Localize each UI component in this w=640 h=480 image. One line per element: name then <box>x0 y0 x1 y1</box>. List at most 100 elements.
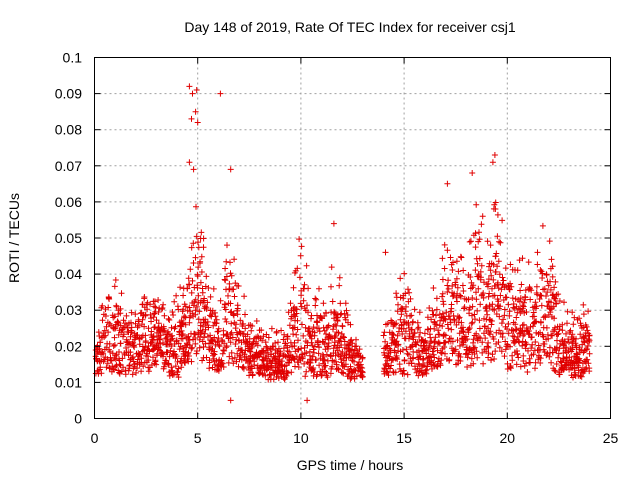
data-point <box>542 314 549 321</box>
data-point <box>477 274 484 281</box>
data-point <box>342 300 349 307</box>
data-point <box>537 267 544 273</box>
data-point <box>190 166 197 173</box>
data-point <box>433 312 439 319</box>
data-point <box>442 350 448 357</box>
data-point <box>512 321 519 328</box>
data-point <box>380 332 387 339</box>
data-point <box>423 366 430 373</box>
data-point <box>120 331 127 338</box>
data-point <box>454 284 461 291</box>
data-point <box>569 344 576 351</box>
data-point <box>175 374 182 381</box>
data-point <box>124 325 131 331</box>
data-point <box>286 322 293 329</box>
data-point <box>193 87 200 93</box>
x-tick-label: 5 <box>194 430 202 446</box>
data-point <box>495 258 502 265</box>
data-point <box>237 317 244 324</box>
data-point <box>537 318 544 325</box>
data-point <box>223 318 230 325</box>
data-points <box>92 83 593 404</box>
data-point <box>296 236 303 243</box>
data-point <box>479 349 486 356</box>
data-point <box>469 170 476 176</box>
data-point <box>263 343 270 350</box>
data-point <box>299 321 305 328</box>
data-point <box>507 364 514 371</box>
data-point <box>453 294 460 301</box>
data-point <box>485 280 492 287</box>
data-point <box>381 329 388 336</box>
data-point <box>423 350 430 357</box>
data-point <box>97 364 104 371</box>
data-point <box>99 302 106 309</box>
data-point <box>224 242 230 249</box>
data-point <box>230 286 237 293</box>
data-point <box>448 335 454 342</box>
data-point <box>410 318 416 325</box>
data-point <box>215 341 222 348</box>
data-point <box>325 322 332 329</box>
data-point <box>543 324 550 331</box>
data-point <box>525 330 532 337</box>
data-point <box>349 346 356 353</box>
data-point <box>285 369 291 376</box>
data-point <box>351 358 357 365</box>
data-point <box>519 338 526 345</box>
data-point <box>192 296 199 303</box>
data-point <box>308 335 315 342</box>
data-point <box>330 326 336 333</box>
data-point <box>166 317 173 323</box>
data-point <box>112 325 119 332</box>
data-point <box>152 324 158 330</box>
data-point <box>433 363 440 370</box>
data-point <box>473 296 480 303</box>
data-point <box>564 320 570 327</box>
data-point <box>449 283 456 289</box>
data-point <box>204 318 211 325</box>
data-point <box>304 397 311 404</box>
data-point <box>504 326 510 332</box>
data-point <box>399 306 406 313</box>
data-point <box>397 316 404 323</box>
data-point <box>417 353 424 360</box>
data-point <box>400 367 407 374</box>
data-point <box>150 314 157 321</box>
data-point <box>322 309 329 316</box>
data-point <box>222 277 229 284</box>
data-point <box>107 357 114 364</box>
data-point <box>249 343 256 350</box>
data-point <box>478 262 485 269</box>
data-point <box>541 341 548 347</box>
data-point <box>514 334 521 340</box>
data-point <box>140 363 147 370</box>
data-point <box>359 369 366 376</box>
data-point <box>499 330 506 337</box>
data-point <box>528 287 535 294</box>
data-point <box>499 281 506 288</box>
data-point <box>495 298 502 305</box>
data-point <box>231 293 238 300</box>
data-point <box>112 363 119 370</box>
data-point <box>441 241 448 248</box>
data-point <box>203 354 210 361</box>
data-point <box>530 323 536 330</box>
y-tick-label: 0.09 <box>55 86 82 102</box>
data-point <box>395 301 401 308</box>
data-point <box>546 353 553 360</box>
data-point <box>220 364 227 370</box>
data-point <box>551 284 558 291</box>
data-point <box>545 335 552 342</box>
data-point <box>222 265 229 272</box>
data-point <box>421 330 428 337</box>
data-point <box>502 346 509 353</box>
data-point <box>349 340 356 347</box>
data-point <box>172 323 179 330</box>
data-point <box>385 372 392 379</box>
data-point <box>130 358 137 365</box>
data-point <box>464 336 471 343</box>
data-point <box>489 351 496 358</box>
data-point <box>198 330 204 337</box>
data-point <box>119 355 126 362</box>
